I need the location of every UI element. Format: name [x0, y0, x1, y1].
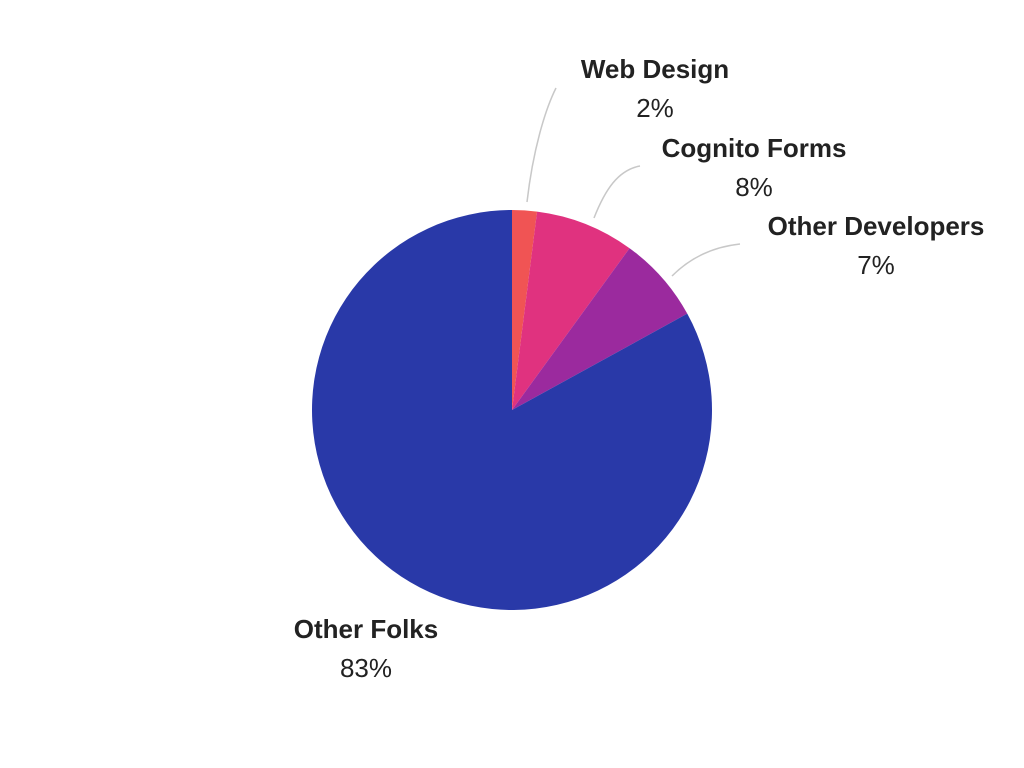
- leader-lines: [526, 87, 741, 277]
- slice-labels: Web Design 2% Cognito Forms 8% Other Dev…: [294, 54, 985, 683]
- slice-value-other-folks: 83%: [340, 653, 392, 683]
- slice-value-cognito-forms: 8%: [735, 172, 773, 202]
- label-other-developers: Other Developers 7%: [768, 211, 985, 280]
- pie-slice-cognito-forms: [512, 211, 630, 410]
- pie-slice-web-design: [512, 210, 538, 410]
- slice-value-web-design: 2%: [636, 93, 674, 123]
- leader-line-other-developers: [671, 243, 741, 277]
- slice-value-other-developers: 7%: [857, 250, 895, 280]
- leader-line-cognito-forms: [593, 165, 641, 219]
- slice-name-other-developers: Other Developers: [768, 211, 985, 241]
- label-cognito-forms: Cognito Forms 8%: [662, 133, 847, 202]
- slice-name-web-design: Web Design: [581, 54, 729, 84]
- label-other-folks: Other Folks 83%: [294, 614, 438, 683]
- pie-slice-other-developers: [512, 248, 688, 410]
- pie-slices: [311, 210, 712, 610]
- label-web-design: Web Design 2%: [581, 54, 729, 123]
- slice-name-cognito-forms: Cognito Forms: [662, 133, 847, 163]
- leader-line-web-design: [526, 87, 557, 203]
- slice-name-other-folks: Other Folks: [294, 614, 438, 644]
- pie-slice-other-folks: [311, 210, 712, 610]
